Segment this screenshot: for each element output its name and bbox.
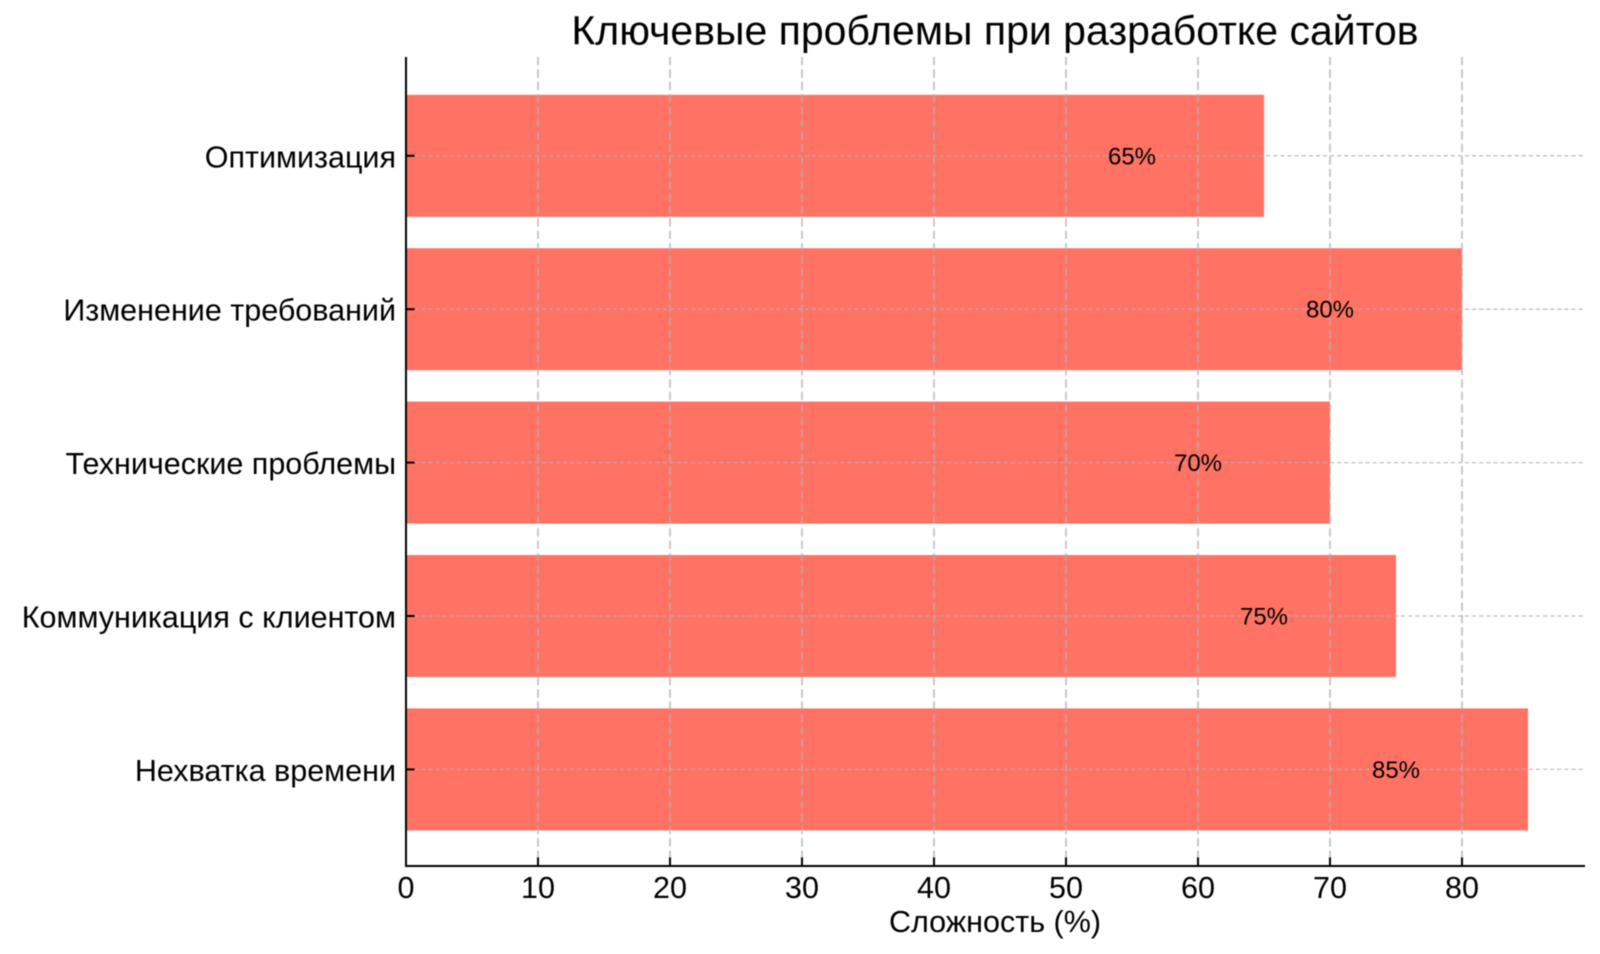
svg-text:40: 40 <box>917 871 951 905</box>
svg-text:70%: 70% <box>1174 450 1222 477</box>
svg-text:Технические проблемы: Технические проблемы <box>66 447 396 481</box>
svg-text:75%: 75% <box>1240 604 1288 631</box>
svg-text:50: 50 <box>1049 871 1083 905</box>
svg-text:65%: 65% <box>1108 143 1156 170</box>
svg-text:20: 20 <box>653 871 687 905</box>
svg-text:60: 60 <box>1181 871 1215 905</box>
svg-text:Нехватка времени: Нехватка времени <box>135 754 396 788</box>
svg-text:Сложность (%): Сложность (%) <box>889 905 1101 939</box>
svg-text:30: 30 <box>785 871 819 905</box>
svg-text:0: 0 <box>398 871 415 905</box>
svg-text:80%: 80% <box>1306 297 1354 324</box>
svg-text:80: 80 <box>1445 871 1479 905</box>
svg-text:Изменение требований: Изменение требований <box>63 294 396 328</box>
svg-text:Коммуникация с клиентом: Коммуникация с клиентом <box>22 601 396 635</box>
svg-text:Оптимизация: Оптимизация <box>205 140 396 174</box>
svg-text:Ключевые проблемы при разработ: Ключевые проблемы при разработке сайтов <box>571 8 1418 54</box>
svg-text:70: 70 <box>1313 871 1347 905</box>
svg-text:85%: 85% <box>1372 757 1420 784</box>
svg-text:10: 10 <box>521 871 555 905</box>
